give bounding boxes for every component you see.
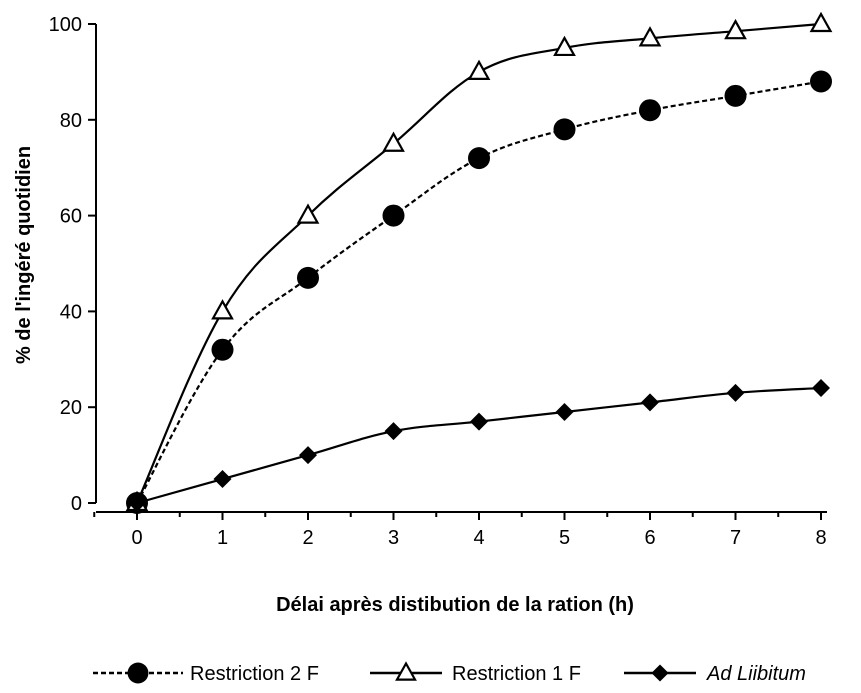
legend-marker (651, 664, 669, 682)
legend-marker (395, 661, 417, 681)
series-line-0 (136, 80, 822, 504)
y-tick-label: 20 (60, 397, 82, 419)
data-point-0-1 (211, 338, 234, 361)
data-point-0-2 (297, 266, 319, 289)
data-point-1-4 (467, 59, 491, 81)
data-point-2-4 (470, 412, 488, 431)
y-tick-label: 0 (71, 493, 82, 515)
x-tick-label: 6 (644, 527, 655, 549)
legend-item-0: Restriction 2 F (93, 662, 319, 685)
legend-label: Restriction 2 F (190, 663, 319, 685)
series-markers (125, 11, 833, 514)
data-point-0-4 (468, 147, 490, 170)
y-tick-label: 60 (60, 206, 82, 228)
y-tick-label: 40 (60, 301, 82, 323)
legend-item-1: Restriction 1 F (370, 661, 581, 685)
x-tick-label: 1 (217, 527, 228, 549)
data-point-2-6 (641, 393, 659, 412)
data-point-0-7 (724, 84, 747, 107)
data-point-1-8 (809, 11, 833, 33)
data-point-2-2 (299, 446, 317, 465)
legend-item-2: Ad Liibitum (624, 663, 806, 685)
series-lines (135, 22, 822, 505)
data-point-0-8 (810, 70, 832, 93)
data-point-1-6 (638, 26, 662, 47)
data-point-0-3 (382, 204, 405, 227)
data-point-1-2 (296, 203, 320, 224)
x-axis-label: Délai après distibution de la ration (h) (276, 594, 634, 616)
axes: 0 20 40 60 80 100 0 1 2 3 4 5 6 7 8 (49, 14, 827, 549)
y-tick-label: 80 (60, 110, 82, 132)
y-tick-label: 100 (49, 14, 82, 36)
y-axis-label: % de l'ingéré quotidien (13, 146, 35, 364)
data-point-2-8 (812, 379, 830, 398)
data-point-1-1 (211, 299, 234, 320)
data-point-1-5 (553, 35, 576, 57)
x-tick-label: 4 (473, 527, 484, 549)
data-point-1-3 (382, 131, 405, 152)
x-tick-label: 3 (388, 527, 399, 549)
series-line-1 (135, 22, 822, 504)
legend-label: Restriction 1 F (452, 663, 581, 685)
data-point-2-0 (128, 494, 146, 512)
data-point-1-7 (724, 18, 747, 40)
x-tick-label: 8 (815, 527, 826, 549)
data-point-2-7 (726, 383, 745, 402)
data-point-2-5 (555, 402, 574, 421)
x-tick-label: 7 (730, 527, 741, 549)
x-tick-label: 2 (302, 527, 313, 549)
x-tick-label: 0 (131, 527, 142, 549)
data-point-2-3 (384, 422, 403, 441)
legend-label: Ad Liibitum (706, 663, 806, 685)
data-point-0-5 (553, 118, 576, 141)
x-tick-label: 5 (559, 527, 570, 549)
data-point-2-1 (213, 470, 232, 489)
legend-marker (127, 662, 149, 684)
data-point-0-6 (639, 99, 661, 122)
series-line-2 (136, 386, 822, 505)
legend: Restriction 2 F Restriction 1 F Ad Liibitu… (93, 661, 806, 685)
